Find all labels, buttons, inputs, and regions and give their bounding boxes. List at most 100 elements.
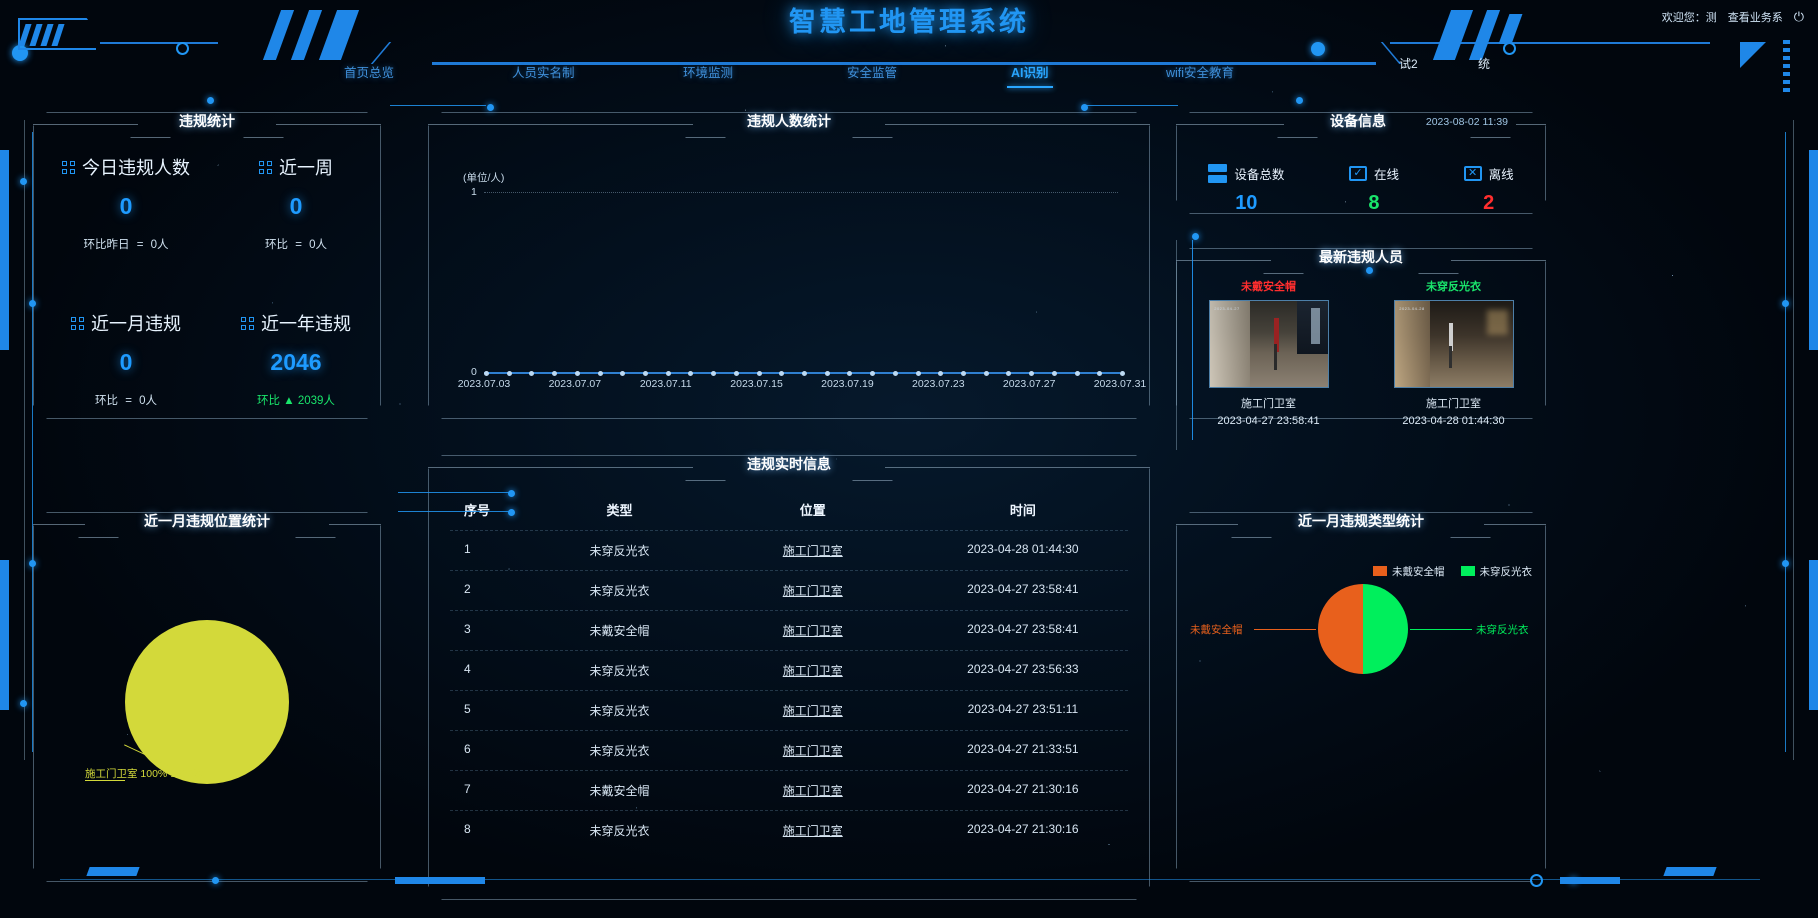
deco-dot-1 (20, 178, 27, 185)
power-icon[interactable]: ⏻ (1793, 9, 1804, 24)
nav-item-3[interactable]: 安全监管 (847, 66, 898, 80)
cell-time: 2023-04-27 23:51:11 (967, 702, 1079, 716)
nav-item-4[interactable]: AI识别 (1007, 62, 1052, 88)
deco-dot-6 (1782, 560, 1789, 567)
table-row[interactable]: 7 未戴安全帽 施工门卫室 2023-04-27 21:30:16 (450, 770, 1128, 810)
deco-right-rail-blue (1785, 132, 1786, 752)
cell-type: 未穿反光衣 (589, 584, 650, 598)
nav-item-1[interactable]: 人员实名制 (512, 66, 575, 80)
cell-location[interactable]: 施工门卫室 (782, 544, 843, 558)
stat-sub-prefix: 环比 (94, 395, 118, 407)
deco-right-bar-2 (1809, 560, 1818, 710)
col-header-no: 序号 (464, 503, 491, 518)
deco-dot-7 (207, 97, 214, 104)
stat-subtext: 环比 ▲ 2039人 (209, 392, 383, 408)
device-label: 设备总数 (1208, 164, 1284, 183)
chart-point (1029, 370, 1035, 376)
stat-value: 0 (289, 193, 303, 219)
type-chart-panel: 近一月违规类型统计 未戴安全帽 未穿反光衣 未戴安全帽 未穿反光衣 (1176, 511, 1546, 882)
violation-table: 序号 类型 位置 时间 1 未穿反光衣 施工门卫室 2023-04-28 01:44:… (450, 491, 1128, 850)
deco-line-1 (390, 105, 486, 106)
table-row[interactable]: 1 未穿反光衣 施工门卫室 2023-04-28 01:44:30 (450, 530, 1128, 570)
pie-slice-vest[interactable] (1363, 584, 1408, 674)
stat-card-month: 近一月违规 0 环比 = 0人 (39, 310, 213, 408)
col-header-location: 位置 (799, 503, 826, 518)
stat-value: 0 (119, 349, 133, 375)
chart-point (938, 370, 944, 376)
x-tick-label: 2023.07.23 (912, 378, 965, 390)
stat-subtext: 环比 = 0人 (209, 236, 383, 252)
business-system-link[interactable]: 查看业务系 (1727, 12, 1783, 24)
device-value: 10 (1235, 192, 1258, 214)
x-tick-label: 2023.07.15 (730, 378, 783, 390)
panel-frame (1176, 112, 1546, 214)
legend-item-helmet[interactable]: 未戴安全帽 (1373, 564, 1445, 579)
cell-location[interactable]: 施工门卫室 (782, 744, 843, 758)
cell-time: 2023-04-27 23:58:41 (967, 582, 1079, 596)
col-header-time: 时间 (1009, 503, 1036, 518)
violator-card[interactable]: 未穿反光衣 2023-04-28 施工门卫室 2023-04-28 01:44:… (1383, 278, 1525, 430)
stat-subtext: 环比 = 0人 (39, 392, 213, 408)
device-value: 8 (1368, 192, 1380, 214)
violation-location: 施工门卫室 (1241, 398, 1296, 410)
nav-item-5[interactable]: wifi安全教育 (1166, 66, 1235, 80)
deco-dot-9 (1081, 104, 1088, 111)
cell-location[interactable]: 施工门卫室 (782, 624, 843, 638)
stat-card-today: 今日违规人数 0 环比昨日 = 0人 (39, 154, 213, 252)
type-pie[interactable] (1318, 584, 1408, 674)
cell-location[interactable]: 施工门卫室 (782, 784, 843, 798)
cell-location[interactable]: 施工门卫室 (782, 584, 843, 598)
deco-left-rail-blue (32, 132, 33, 752)
nav-item-2[interactable]: 环境监测 (683, 66, 734, 80)
cell-no: 4 (464, 662, 471, 676)
legend-label: 未穿反光衣 (1479, 566, 1533, 578)
x-tick-label: 2023.07.03 (457, 378, 511, 390)
violation-snapshot[interactable]: 2023-04-28 (1393, 300, 1514, 388)
chart-point (756, 370, 762, 376)
table-row[interactable]: 6 未穿反光衣 施工门卫室 2023-04-27 21:33:51 (450, 730, 1128, 770)
deco-bottom-stripe-1 (86, 867, 140, 876)
cell-location[interactable]: 施工门卫室 (782, 824, 843, 838)
page-title: 智慧工地管理系统 (789, 7, 1029, 38)
chart-point (688, 370, 694, 376)
device-info-panel: 设备信息 2023-08-02 11:39 设备总数 10 ✓ 在线 8 (1176, 111, 1546, 215)
nav-item-0[interactable]: 首页总览 (344, 66, 395, 80)
deco-bottom-line (60, 879, 1760, 880)
violator-card[interactable]: 未戴安全帽 2023-04-27 施工门卫室 2023-04-27 23:58:… (1198, 278, 1340, 430)
table-row[interactable]: 4 未穿反光衣 施工门卫室 2023-04-27 23:56:33 (450, 650, 1128, 690)
x-tick-label: 2023.07.27 (1002, 378, 1056, 390)
cell-location[interactable]: 施工门卫室 (782, 704, 843, 718)
chart-point (1006, 370, 1012, 376)
realtime-table-panel: 违规实时信息 序号 类型 位置 时间 1 未穿反光衣 施工门卫室 2023-04-28… (428, 454, 1150, 900)
stat-sub-prefix: 环比 (257, 395, 281, 407)
cell-time: 2023-04-27 21:30:16 (967, 822, 1079, 836)
device-stat-offline: ✕ 离线 2 (1463, 164, 1514, 215)
violation-tag: 未戴安全帽 (1241, 281, 1296, 293)
cell-location[interactable]: 施工门卫室 (782, 664, 843, 678)
location-pie-slice[interactable] (125, 620, 289, 784)
cell-type: 未穿反光衣 (589, 744, 650, 758)
cell-no: 8 (464, 822, 471, 836)
violation-tag: 未穿反光衣 (1426, 281, 1481, 293)
device-label: ✕ 离线 (1463, 164, 1514, 183)
chart-point (779, 370, 785, 376)
cell-time: 2023-04-27 21:30:16 (967, 782, 1079, 796)
table-row[interactable]: 2 未穿反光衣 施工门卫室 2023-04-27 23:58:41 (450, 570, 1128, 610)
table-row[interactable]: 3 未戴安全帽 施工门卫室 2023-04-27 23:58:41 (450, 610, 1128, 650)
violation-snapshot[interactable]: 2023-04-27 (1208, 300, 1329, 388)
deco-bottom-stripe-2 (1663, 867, 1717, 876)
table-row[interactable]: 5 未穿反光衣 施工门卫室 2023-04-27 23:51:11 (450, 690, 1128, 730)
y-tick-0: 0 (471, 366, 477, 378)
deco-dot-5 (1782, 300, 1789, 307)
chart-point (552, 370, 558, 376)
y-tick-1: 1 (471, 186, 477, 198)
violation-location: 施工门卫室 (1426, 398, 1481, 410)
chart-point (1120, 370, 1125, 376)
legend-item-vest[interactable]: 未穿反光衣 (1460, 564, 1533, 579)
pie-slice-helmet[interactable] (1318, 584, 1363, 674)
table-row[interactable]: 8 未穿反光衣 施工门卫室 2023-04-27 21:30:16 (450, 810, 1128, 850)
cell-no: 5 (464, 702, 471, 716)
stat-head: 近一周 (209, 154, 383, 180)
chart-point (506, 370, 512, 376)
